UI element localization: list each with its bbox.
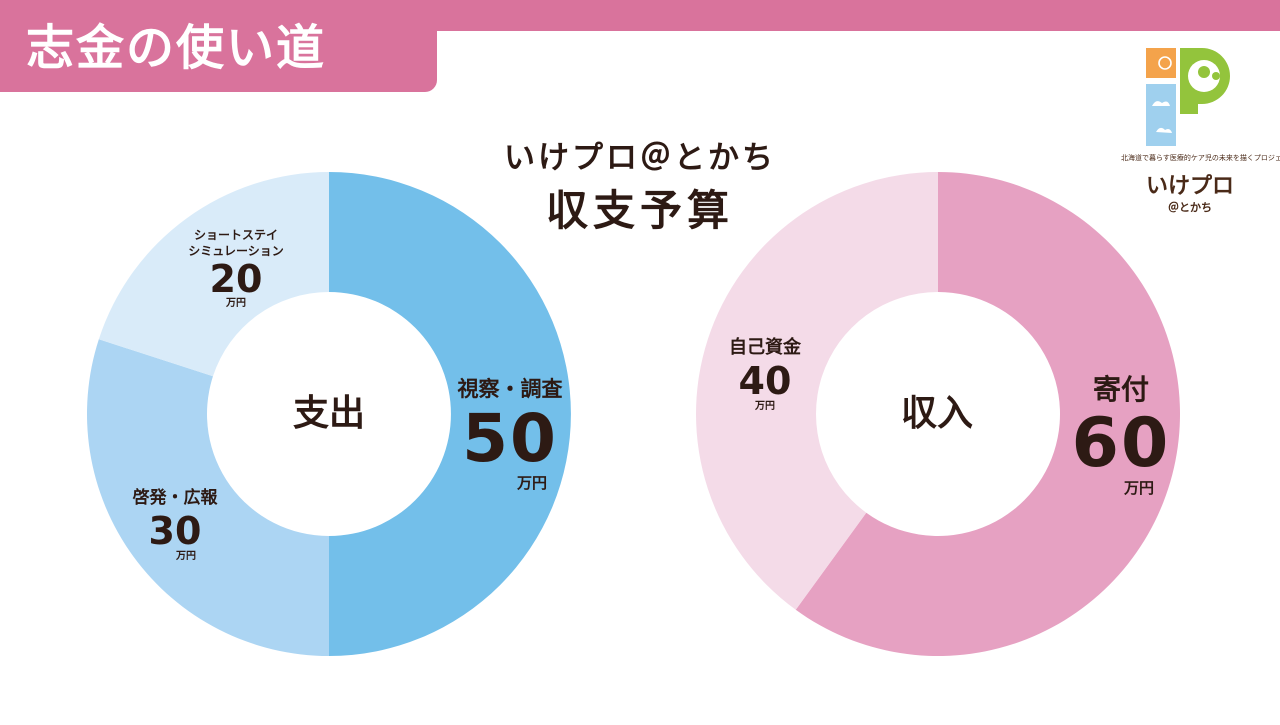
donut-slice (329, 172, 571, 656)
slice-name: 啓発・広報 (132, 488, 218, 508)
cloud-icon (1152, 101, 1170, 106)
donut-slice (795, 171, 1181, 656)
logo-tagline: 北海道で暮らす医療的ケア児の未来を描くプロジェクト (1121, 154, 1280, 162)
slice-label-donation: 寄付 60 万円 (1056, 372, 1186, 496)
donut-slice (86, 339, 329, 656)
donut-slice (696, 172, 938, 610)
income-center-label: 収入 (900, 393, 973, 434)
slice-name: 寄付 (1092, 373, 1149, 406)
sky-tile (1146, 84, 1176, 146)
slice-label-pr: 啓発・広報 30 万円 (100, 486, 250, 562)
slice-value: 30 (148, 509, 202, 553)
slice-value: 20 (209, 257, 263, 301)
slice-unit: 万円 (226, 298, 246, 309)
slice-unit: 万円 (755, 401, 775, 412)
slice-name: 自己資金 (729, 337, 801, 358)
slice-value: 50 (462, 400, 558, 477)
slice-unit: 万円 (176, 551, 196, 562)
slice-label-research: 視察・調査 50 万円 (438, 375, 582, 491)
slice-name: ショートステイ シミュレーション (188, 228, 284, 258)
slice-name: 視察・調査 (457, 377, 563, 401)
chart-heading-line2: 収支予算 (545, 186, 734, 235)
slice-value: 60 (1071, 404, 1171, 483)
ikepro-logo (1128, 44, 1258, 224)
donut-slice (98, 172, 329, 377)
expense-center-label: 支出 (292, 393, 365, 434)
slice-label-own-funds: 自己資金 40 万円 (705, 336, 825, 412)
chart-heading-line1: いけプロ＠とかち (504, 140, 776, 176)
page-title: 志金の使い道 (26, 20, 327, 76)
logo-name: いけプロ (1145, 174, 1234, 199)
slice-unit: 万円 (1123, 479, 1154, 497)
slice-unit: 万円 (516, 474, 547, 492)
slice-value: 40 (738, 359, 792, 403)
slice-label-shortstay: ショートステイ シミュレーション 20 万円 (158, 227, 314, 309)
sun-icon (1158, 56, 1172, 70)
logo-subname: ＠とかち (1168, 201, 1212, 214)
cloud-icon (1156, 127, 1172, 133)
title-tab: 志金の使い道 (0, 0, 437, 92)
